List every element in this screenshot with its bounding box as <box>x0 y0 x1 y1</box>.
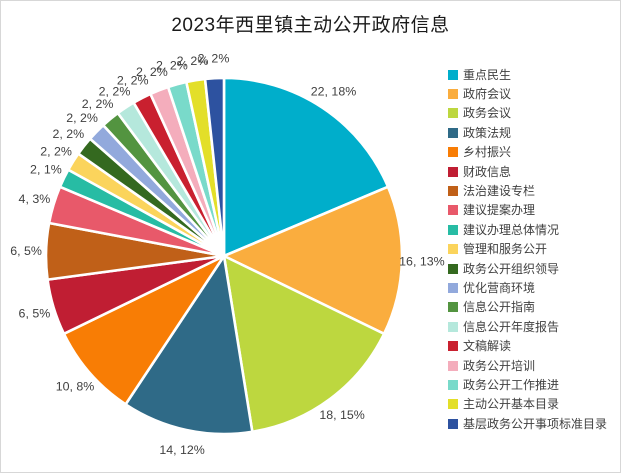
pie-slice-label: 16, 13% <box>399 255 444 269</box>
legend-item: 建议提案办理 <box>448 201 607 220</box>
pie-slice-label: 2, 2% <box>156 58 188 72</box>
legend-swatch-icon <box>448 263 458 274</box>
legend-swatch-icon <box>448 244 458 255</box>
pie-slice-4 <box>124 254 254 436</box>
pie-slice-label: 18, 15% <box>319 408 364 422</box>
legend-item: 文稿解读 <box>448 336 607 355</box>
legend-item: 财政信息 <box>448 162 607 181</box>
legend-swatch-icon <box>448 341 458 352</box>
legend-label: 主动公开基本目录 <box>463 397 560 412</box>
legend-item: 政务会议 <box>448 104 607 123</box>
legend-label: 政务公开组织领导 <box>463 261 560 276</box>
pie-slice-2 <box>222 185 404 336</box>
legend-swatch-icon <box>448 321 458 332</box>
pie-slice-19 <box>203 76 226 258</box>
legend-item: 政策法规 <box>448 123 607 142</box>
legend-item: 信息公开年度报告 <box>448 317 607 336</box>
legend-label: 信息公开年度报告 <box>463 319 560 334</box>
legend-item: 政务公开工作推进 <box>448 375 607 394</box>
legend-swatch-icon <box>448 127 458 138</box>
legend-swatch-icon <box>448 186 458 197</box>
chart-title: 2023年西里镇主动公开政府信息 <box>171 15 450 36</box>
legend-swatch-icon <box>448 224 458 235</box>
pie-slice-label: 2, 2% <box>177 54 209 68</box>
legend-swatch-icon <box>448 205 458 216</box>
legend-label: 法治建设专栏 <box>463 184 536 199</box>
legend-label: 政策法规 <box>463 125 512 140</box>
pie-slice-label: 2, 1% <box>30 163 62 177</box>
chart-legend: 重点民生政府会议政务会议政策法规乡村振兴财政信息法治建设专栏 建议提案办理建议办理… <box>448 65 607 433</box>
legend-swatch-icon <box>448 89 458 100</box>
legend-label: 优化营商环境 <box>463 280 536 295</box>
legend-swatch-icon <box>448 302 458 313</box>
legend-swatch-icon <box>448 418 458 429</box>
pie-slice-label: 2, 2% <box>82 97 114 111</box>
pie-slice-1 <box>222 76 390 258</box>
pie-slice-3 <box>222 254 386 434</box>
legend-swatch-icon <box>448 399 458 410</box>
legend-label: 基层政务公开事项标准目录 <box>463 416 608 431</box>
pie-slice-label: 6, 5% <box>19 307 51 321</box>
legend-label: 财政信息 <box>463 164 512 179</box>
pie-slice-label: 14, 12% <box>159 443 204 457</box>
legend-item: 政务公开培训 <box>448 356 607 375</box>
legend-item: 信息公开指南 <box>448 298 607 317</box>
pie-slice-label: 10, 8% <box>56 380 95 394</box>
legend-item: 管理和服务公开 <box>448 240 607 259</box>
legend-swatch-icon <box>448 282 458 293</box>
legend-item: 重点民生 <box>448 65 607 84</box>
pie-slice-label: 22, 18% <box>311 84 356 98</box>
legend-label: 信息公开指南 <box>463 300 536 315</box>
pie-slice-label: 4, 3% <box>19 192 51 206</box>
legend-item: 政务公开组织领导 <box>448 259 607 278</box>
pie-slice-label: 2, 2% <box>117 74 149 88</box>
legend-swatch-icon <box>448 108 458 119</box>
legend-item: 乡村振兴 <box>448 143 607 162</box>
legend-label: 政府会议 <box>463 87 512 102</box>
legend-item: 政府会议 <box>448 84 607 103</box>
legend-swatch-icon <box>448 166 458 177</box>
pie-slice-label: 6, 5% <box>10 244 42 258</box>
pie-slice-label: 2, 2% <box>136 65 168 79</box>
legend-label: 政务公开培训 <box>463 358 536 373</box>
legend-label: 建议提案办理 <box>463 203 536 218</box>
legend-item: 建议办理总体情况 <box>448 220 607 239</box>
legend-label: 政务公开工作推进 <box>463 377 560 392</box>
legend-label: 乡村振兴 <box>463 145 512 160</box>
legend-label: 文稿解读 <box>463 339 512 354</box>
pie-slice-label: 2, 2% <box>198 52 230 66</box>
legend-label: 政务会议 <box>463 106 512 121</box>
legend-label: 重点民生 <box>463 67 512 82</box>
legend-item: 基层政务公开事项标准目录 <box>448 414 607 433</box>
legend-swatch-icon <box>448 147 458 158</box>
legend-swatch-icon <box>448 379 458 390</box>
legend-swatch-icon <box>448 69 458 80</box>
pie-slice-label: 2, 2% <box>52 127 84 141</box>
legend-label: 建议办理总体情况 <box>463 222 560 237</box>
pie-slice-5 <box>62 254 226 406</box>
pie-slice-label: 2, 2% <box>66 111 98 125</box>
legend-label: 管理和服务公开 <box>463 242 548 257</box>
pie-slice-label: 2, 2% <box>99 84 131 98</box>
legend-item: 优化营商环境 <box>448 278 607 297</box>
legend-item: 法治建设专栏 <box>448 181 607 200</box>
legend-item: 主动公开基本目录 <box>448 395 607 414</box>
legend-swatch-icon <box>448 360 458 371</box>
pie-slice-label: 2, 2% <box>40 144 72 158</box>
